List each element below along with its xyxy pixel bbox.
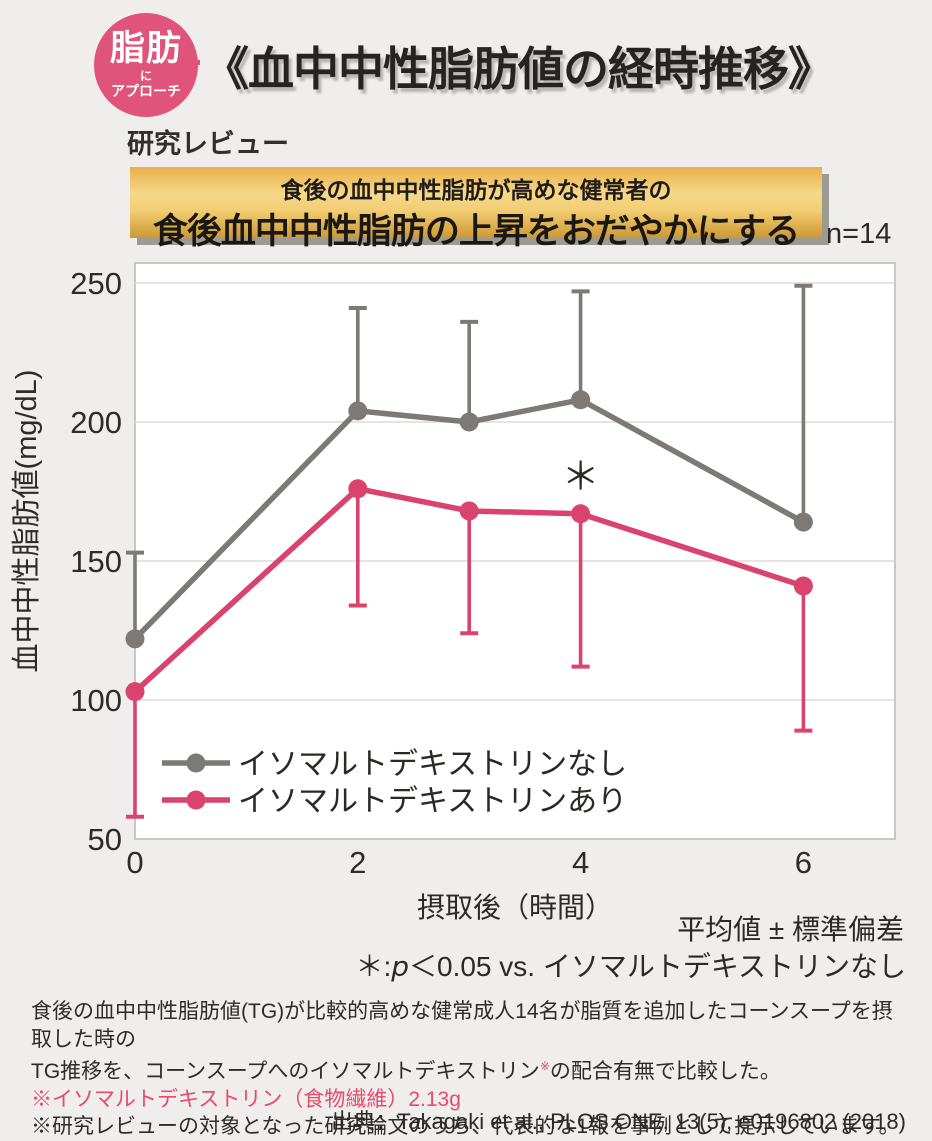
legend-label-1: イソマルトデキストリンあり [238,785,627,818]
y-tick-label-250: 250 [70,266,122,301]
mean-sd-note: 平均値 ± 標準偏差 [677,914,904,945]
sig-rest: ＜0.05 vs. イソマルトデキストリンなし [409,951,906,982]
data-point-0-3 [459,412,479,432]
footnote-line1: 食後の血中中性脂肪値(TG)が比較的高めな健常成人14名が脂質を追加したコーンス… [31,1000,893,1051]
sample-size-label: n=14 [826,218,892,250]
data-point-1-2 [348,479,368,499]
footnote-line2: TG推移を、コーンスープへのイソマルトデキストリン※の配合有無で比較した。 [31,1053,911,1086]
sig-p-symbol: p [391,950,409,983]
chart-svg: 50 100 150 200 250 0 2 4 6 血中中性脂肪値(mg/dL) ＊ イソマルトデキ… [10,262,896,880]
footnote-line3-pink: ※イソマルトデキストリン（食物繊維）2.13g [31,1087,461,1111]
legend-label-0: イソマルトデキストリンなし [238,748,627,781]
y-tick-label-100: 100 [70,683,122,718]
chart-area: 50 100 150 200 250 0 2 4 6 血中中性脂肪値(mg/dL) ＊ イソマルトデキ… [0,255,932,895]
footnote-line2-post: の配合有無で比較した。 [549,1060,781,1083]
claim-banner-line2: 食後血中中性脂肪の上昇をおだやかにする [152,212,800,251]
page-title: 《血中中性脂肪値の経時推移》 [203,43,834,95]
claim-banner: 食後の血中中性脂肪が高めな健常者の 食後血中中性脂肪の上昇をおだやかにする [130,167,822,251]
data-point-0-0 [125,629,145,649]
footnote-line2-sup: ※ [539,1059,550,1073]
badge-connector-dash [183,60,200,65]
y-tick-label-150: 150 [70,544,122,579]
data-point-0-6 [793,512,813,532]
data-point-1-3 [459,501,479,521]
source-citation: 出典：Takagaki et al., PLOS ONE, 13(5), e01… [331,1109,906,1134]
legend-marker-1 [186,790,206,810]
significance-note: ＊:p＜0.05 vs. イソマルトデキストリンなし [355,945,906,985]
badge-text-ni: に [139,69,152,84]
significance-asterisk: ＊ [562,457,600,499]
plot-frame [134,262,896,840]
fat-approach-badge: 脂肪 に アプローチ [94,13,198,117]
x-tick-label-4: 4 [572,845,589,880]
badge-text-approach: アプローチ [111,82,181,99]
x-tick-label-2: 2 [349,845,366,880]
y-tick-label-200: 200 [70,405,122,440]
review-label: 研究レビュー [127,129,289,159]
y-axis-title: 血中中性脂肪値(mg/dL) [10,370,43,673]
legend-marker-0 [186,753,206,773]
data-point-0-2 [348,401,368,421]
data-point-0-4 [571,390,591,410]
sig-prefix: ＊: [355,951,392,982]
footnote-block: 食後の血中中性脂肪値(TG)が比較的高めな健常成人14名が脂質を追加したコーンス… [31,998,911,1141]
x-tick-label-6: 6 [795,845,812,880]
y-tick-label-50: 50 [88,822,122,857]
badge-text-main: 脂肪 [109,29,182,69]
x-axis-title: 摂取後（時間） [416,892,613,923]
data-point-1-0 [125,682,145,702]
footnote-line2-pre: TG推移を、コーンスープへのイソマルトデキストリン [31,1060,540,1083]
x-tick-label-0: 0 [126,845,143,880]
data-point-1-4 [571,504,591,524]
footnote-line4: ※研究レビューの対象となった研究論文のうち、代表的な1報を事例として提示していま… [31,1115,900,1138]
data-point-1-6 [793,576,813,596]
claim-banner-line1: 食後の血中中性脂肪が高めな健常者の [280,177,672,203]
